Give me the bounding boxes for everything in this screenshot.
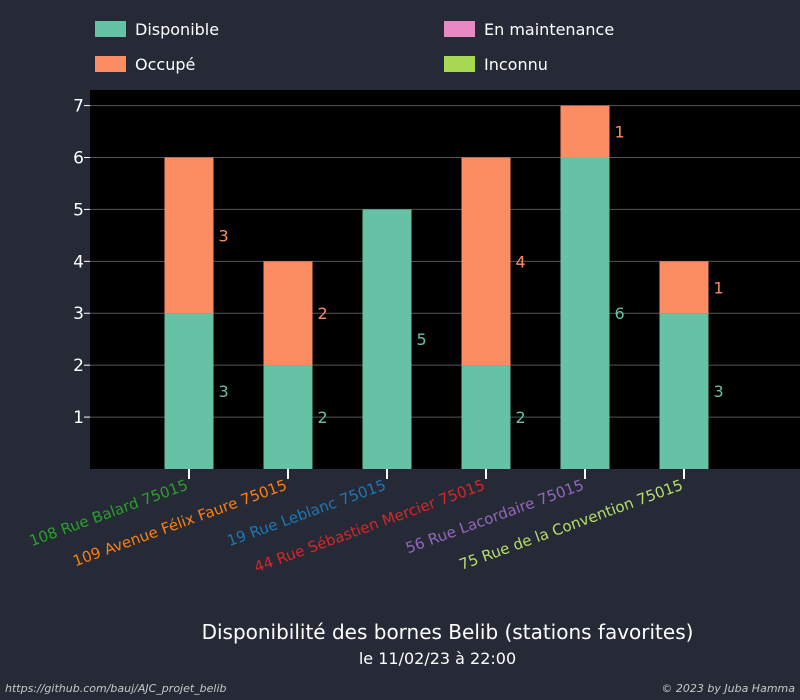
data-label: 2 bbox=[318, 304, 328, 323]
legend-swatch bbox=[444, 56, 475, 72]
data-label: 2 bbox=[318, 408, 328, 427]
legend-label: En maintenance bbox=[484, 19, 615, 39]
y-tick-label: 3 bbox=[73, 304, 84, 324]
bar-segment bbox=[362, 209, 412, 470]
legend: Disponible Occupé En maintenance Inconnu bbox=[0, 0, 800, 90]
legend-label: Occupé bbox=[135, 54, 196, 74]
bar-segment bbox=[560, 157, 610, 469]
legend-swatch bbox=[95, 56, 126, 72]
y-tick-label: 4 bbox=[73, 252, 84, 272]
data-label: 3 bbox=[219, 226, 229, 245]
bar-segment bbox=[263, 365, 313, 469]
footer-link[interactable]: https://github.com/bauj/AJC_projet_belib bbox=[5, 682, 227, 695]
legend-label: Inconnu bbox=[484, 54, 548, 74]
legend-item-disponible: Disponible bbox=[95, 19, 219, 39]
legend-swatch bbox=[444, 21, 475, 37]
bar-segment bbox=[659, 261, 709, 314]
data-label: 3 bbox=[714, 382, 724, 401]
data-label: 6 bbox=[615, 304, 625, 323]
chart-subtitle: le 11/02/23 à 22:00 bbox=[358, 649, 517, 668]
bar-segment bbox=[164, 313, 214, 469]
legend-swatch bbox=[95, 21, 126, 37]
bar-segment bbox=[461, 365, 511, 469]
y-tick-label: 6 bbox=[73, 148, 84, 168]
bar-segment bbox=[164, 157, 214, 314]
data-label: 5 bbox=[417, 330, 427, 349]
footer-copyright: © 2023 by Juba Hamma bbox=[661, 682, 795, 695]
legend-label: Disponible bbox=[135, 19, 220, 39]
data-label: 1 bbox=[615, 123, 625, 142]
y-tick-label: 2 bbox=[73, 356, 84, 376]
y-tick-label: 5 bbox=[73, 200, 84, 220]
legend-item-inconnu: Inconnu bbox=[444, 54, 548, 74]
data-label: 2 bbox=[516, 408, 526, 427]
legend-item-occupe: Occupé bbox=[95, 54, 195, 74]
data-label: 3 bbox=[219, 382, 229, 401]
bar-segment bbox=[263, 261, 313, 366]
chart-title: Disponibilité des bornes Belib (stations… bbox=[201, 620, 694, 644]
y-tick-label: 7 bbox=[73, 97, 84, 117]
data-label: 4 bbox=[516, 252, 526, 271]
bar-segment bbox=[659, 313, 709, 469]
y-tick-label: 1 bbox=[73, 408, 84, 428]
legend-item-en-maintenance: En maintenance bbox=[444, 19, 614, 39]
data-label: 1 bbox=[714, 278, 724, 297]
bar-segment bbox=[560, 105, 610, 158]
bar-segment bbox=[461, 157, 511, 366]
